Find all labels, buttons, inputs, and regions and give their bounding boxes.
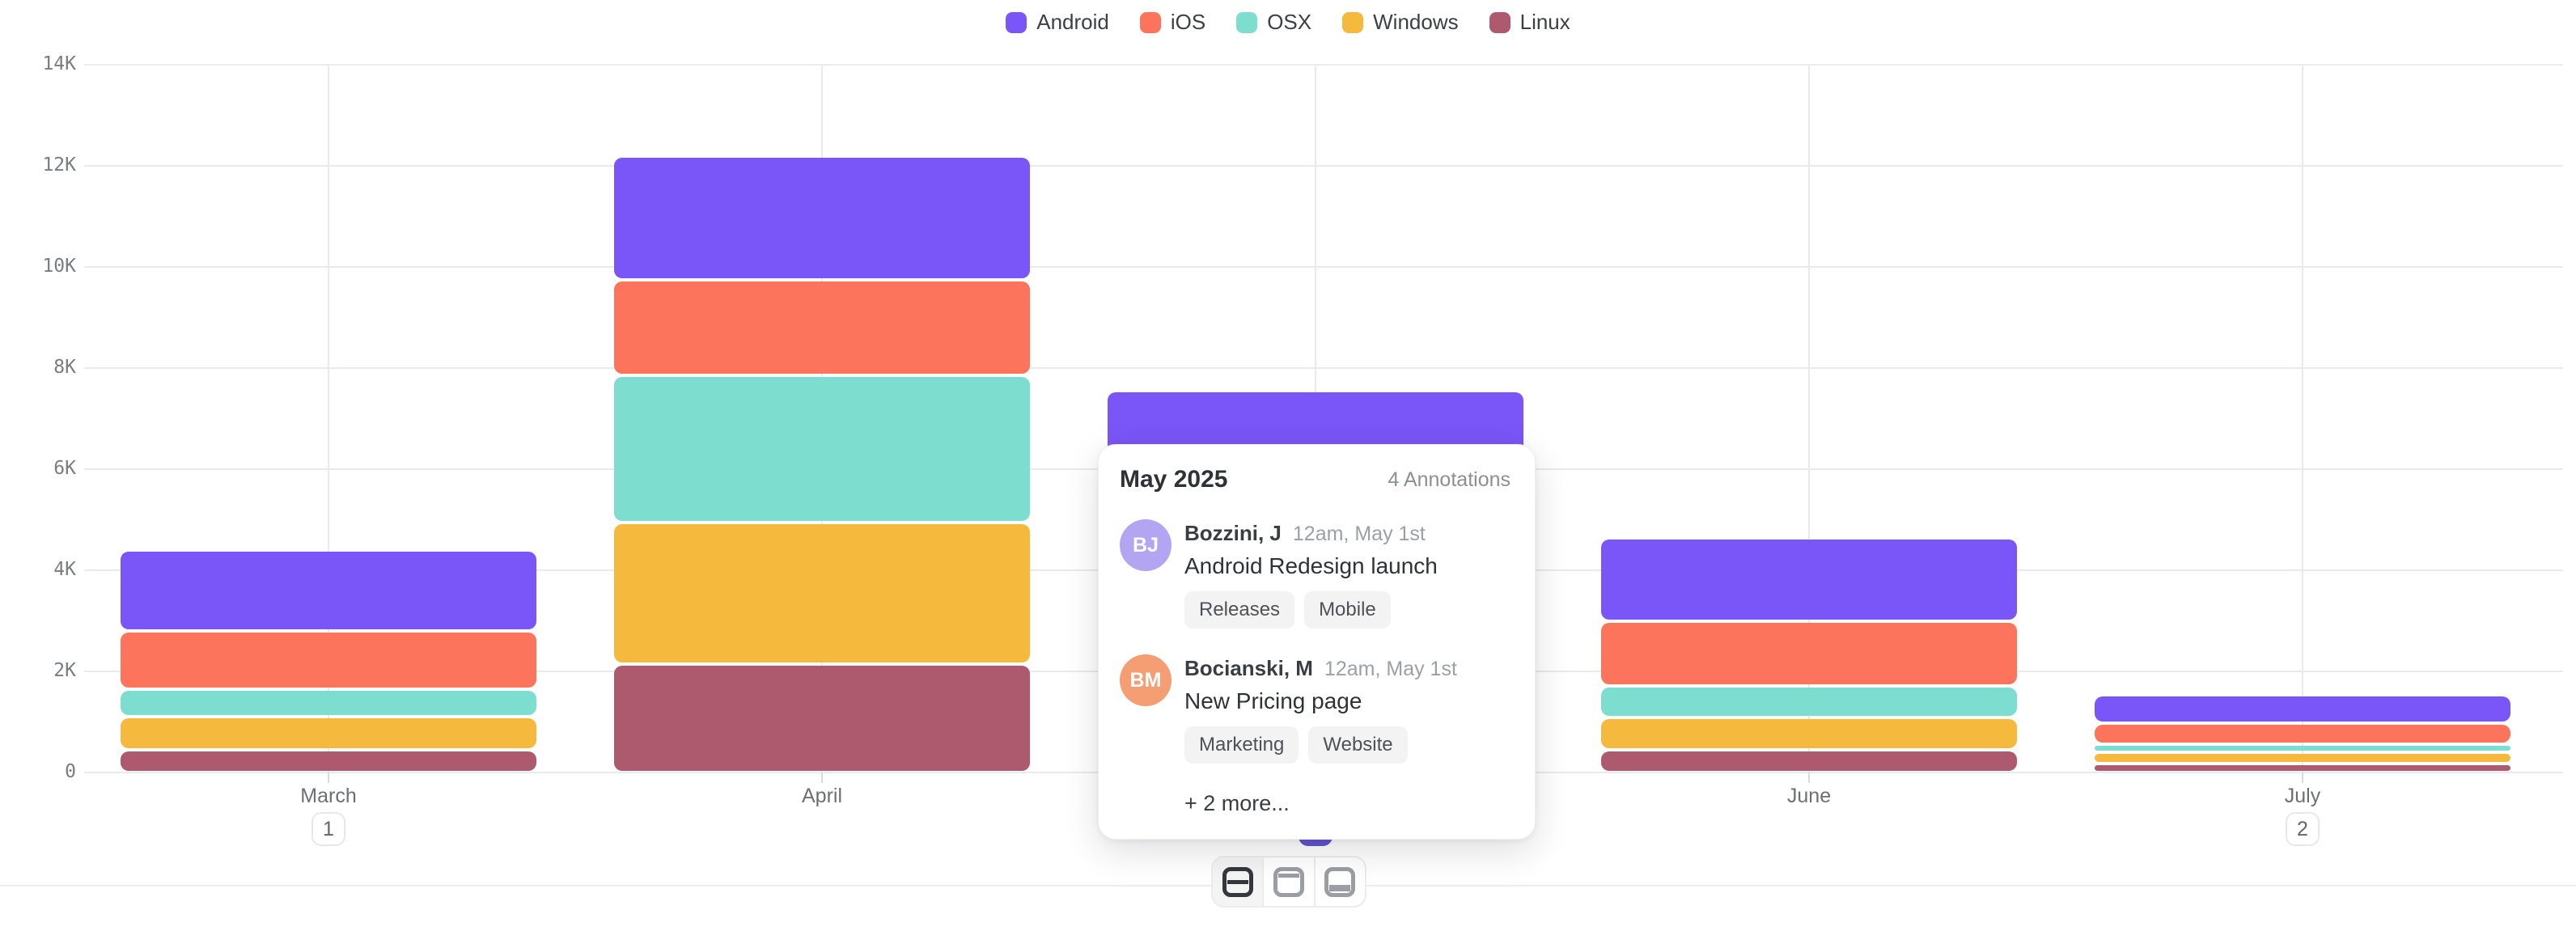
bar-segment-linux[interactable] — [614, 665, 1030, 771]
avatar: BJ — [1120, 519, 1171, 571]
annotation-body: Bocianski, M 12am, May 1st New Pricing p… — [1184, 654, 1457, 764]
gridline — [84, 64, 2563, 66]
y-axis-tick-label: 14K — [42, 53, 76, 74]
bar-segment-osx[interactable] — [1601, 688, 2017, 716]
legend-item-osx[interactable]: OSX — [1236, 10, 1311, 35]
bar-segment-android[interactable] — [2095, 696, 2510, 722]
gridline — [2302, 65, 2303, 772]
bar-segment-android[interactable] — [121, 552, 536, 629]
x-axis-label-june: June — [1786, 785, 1832, 807]
annotation-title: New Pricing page — [1184, 688, 1362, 713]
legend-item-ios[interactable]: iOS — [1139, 10, 1206, 35]
x-axis-tick — [1808, 772, 1810, 783]
tag-chip: Marketing — [1184, 726, 1299, 764]
bar-segment-osx[interactable] — [2095, 746, 2510, 751]
bar-june[interactable] — [1601, 540, 2017, 771]
x-axis-label-april: April — [801, 785, 842, 807]
gridline — [84, 367, 2563, 369]
y-axis-tick-label: 0 — [65, 761, 76, 782]
annotation-timestamp: 12am, May 1st — [1324, 658, 1457, 680]
y-axis-tick-label: 2K — [53, 660, 76, 681]
tag-chip: Mobile — [1304, 591, 1391, 628]
y-axis-tick-label: 10K — [42, 256, 76, 277]
bar-segment-windows[interactable] — [2095, 754, 2510, 762]
bar-april[interactable] — [614, 157, 1030, 771]
annotation-title: Android Redesign launch — [1184, 553, 1438, 578]
annotation-author: Bozzini, J — [1184, 521, 1282, 545]
bar-segment-ios[interactable] — [2095, 724, 2510, 743]
legend-label: OSX — [1267, 10, 1312, 34]
annotation-entry[interactable]: BJ Bozzini, J 12am, May 1st Android Rede… — [1120, 519, 1510, 628]
bar-segment-android[interactable] — [1601, 540, 2017, 620]
legend-swatch-windows — [1342, 11, 1364, 33]
bar-segment-ios[interactable] — [1601, 623, 2017, 685]
annotation-tags: Releases Mobile — [1184, 591, 1438, 628]
legend-swatch-osx — [1236, 11, 1258, 33]
gridline — [328, 65, 329, 772]
x-axis-tick — [2302, 772, 2303, 783]
y-axis-tick-label: 6K — [53, 458, 76, 479]
tag-chip: Website — [1308, 726, 1408, 764]
annotation-count-badge-march[interactable]: 1 — [311, 812, 345, 846]
annotation-timestamp: 12am, May 1st — [1292, 523, 1426, 545]
bar-segment-linux[interactable] — [121, 751, 536, 771]
annotation-body: Bozzini, J 12am, May 1st Android Redesig… — [1184, 519, 1438, 628]
popover-annotation-count: 4 Annotations — [1388, 468, 1510, 491]
legend-label: Android — [1036, 10, 1109, 34]
bar-segment-osx[interactable] — [614, 377, 1030, 521]
popover-header: May 2025 4 Annotations — [1120, 466, 1510, 493]
legend-item-linux[interactable]: Linux — [1489, 10, 1570, 35]
annotations-popover: May 2025 4 Annotations BJ Bozzini, J 12a… — [1098, 444, 1536, 840]
bar-segment-android[interactable] — [614, 157, 1030, 278]
bar-segment-windows[interactable] — [614, 523, 1030, 662]
legend-item-android[interactable]: Android — [1006, 10, 1109, 35]
bar-segment-windows[interactable] — [1601, 718, 2017, 748]
bar-segment-ios[interactable] — [121, 633, 536, 688]
bar-july[interactable] — [2095, 696, 2510, 771]
layout-option-panel-bottom[interactable] — [1316, 857, 1365, 906]
gridline — [84, 266, 2563, 268]
bar-segment-windows[interactable] — [121, 718, 536, 748]
show-more-annotations-link[interactable]: + 2 more... — [1184, 791, 1290, 815]
legend-swatch-linux — [1489, 11, 1510, 33]
legend-item-windows[interactable]: Windows — [1342, 10, 1459, 35]
panel-top-icon — [1273, 866, 1304, 897]
y-axis-tick-label: 8K — [53, 357, 76, 378]
legend-label: iOS — [1170, 10, 1206, 34]
bar-segment-linux[interactable] — [2095, 764, 2510, 771]
bar-segment-linux[interactable] — [1601, 751, 2017, 771]
tag-chip: Releases — [1184, 591, 1295, 628]
annotation-entry[interactable]: BM Bocianski, M 12am, May 1st New Pricin… — [1120, 654, 1510, 764]
popover-title: May 2025 — [1120, 466, 1228, 493]
annotation-meta: Bozzini, J 12am, May 1st — [1184, 521, 1438, 546]
split-horizontal-icon — [1222, 866, 1253, 897]
panel-bottom-icon — [1324, 866, 1356, 897]
bar-march[interactable] — [121, 552, 536, 771]
annotation-count-badge-july[interactable]: 2 — [2286, 812, 2320, 846]
layout-option-split-horizontal[interactable] — [1213, 857, 1265, 906]
y-axis-tick-label: 12K — [42, 154, 76, 176]
legend-swatch-android — [1006, 11, 1027, 33]
legend-label: Windows — [1373, 10, 1459, 34]
layout-switcher — [1211, 856, 1366, 908]
legend-label: Linux — [1519, 10, 1570, 34]
chart-legend: Android iOS OSX Windows Linux — [0, 10, 2576, 35]
annotation-meta: Bocianski, M 12am, May 1st — [1184, 656, 1457, 681]
x-axis-tick — [821, 772, 823, 783]
annotation-author: Bocianski, M — [1184, 656, 1313, 680]
annotation-tags: Marketing Website — [1184, 726, 1457, 764]
legend-swatch-ios — [1139, 11, 1161, 33]
y-axis-tick-label: 4K — [53, 559, 76, 580]
gridline — [84, 165, 2563, 167]
x-axis-tick — [328, 772, 329, 783]
x-axis-label-july: July — [2284, 785, 2321, 807]
bar-segment-osx[interactable] — [121, 690, 536, 716]
layout-option-panel-top[interactable] — [1264, 857, 1316, 906]
gridline — [1808, 65, 1810, 772]
bar-segment-ios[interactable] — [614, 281, 1030, 375]
avatar: BM — [1120, 654, 1171, 706]
x-axis-label-march: March — [300, 785, 357, 807]
